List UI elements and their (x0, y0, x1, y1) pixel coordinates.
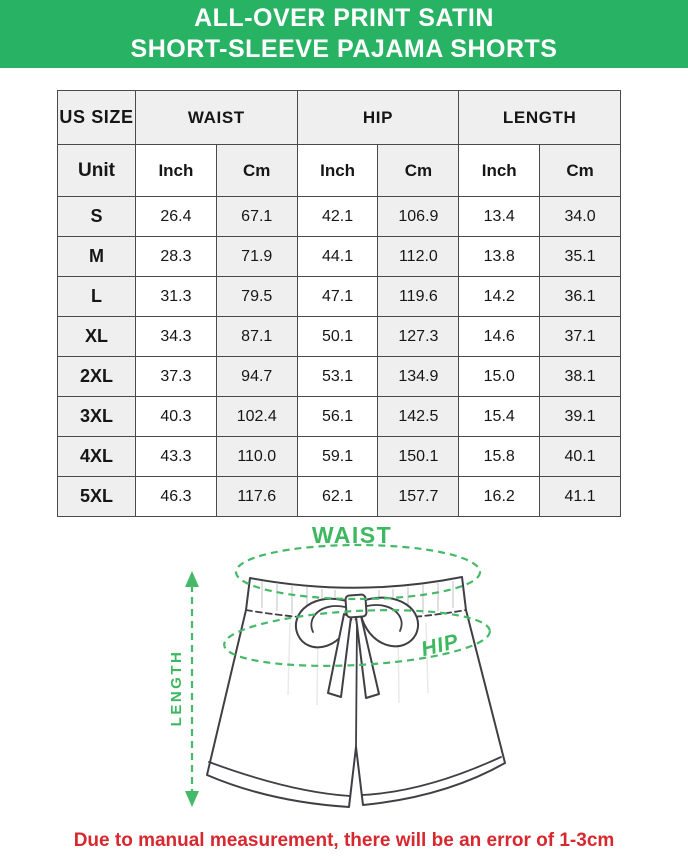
value-cell: 41.1 (539, 476, 621, 517)
value-cell: 87.1 (215, 316, 298, 357)
value-cell: 26.4 (135, 196, 217, 237)
value-cell: 127.3 (377, 316, 460, 357)
unit-cell-length-cm: Cm (539, 144, 621, 197)
size-cell: 2XL (57, 356, 136, 397)
table-row: L 31.3 79.5 47.1 119.6 14.2 36.1 (57, 276, 621, 317)
table-row: 4XL 43.3 110.0 59.1 150.1 15.8 40.1 (57, 436, 621, 477)
col-header-hip: HIP (296, 90, 460, 145)
value-cell: 14.2 (458, 276, 541, 317)
value-cell: 67.1 (215, 196, 298, 237)
col-header-length: LENGTH (458, 90, 621, 145)
value-cell: 43.3 (135, 436, 217, 477)
value-cell: 110.0 (215, 436, 298, 477)
waist-label: WAIST (312, 522, 392, 548)
value-cell: 53.1 (296, 356, 379, 397)
value-cell: 34.3 (135, 316, 217, 357)
shorts-illustration (206, 576, 506, 808)
unit-header-row: Unit Inch Cm Inch Cm Inch Cm (57, 144, 621, 197)
table-row: 5XL 46.3 117.6 62.1 157.7 16.2 41.1 (57, 476, 621, 517)
value-cell: 35.1 (539, 236, 621, 277)
size-cell: 4XL (57, 436, 136, 477)
value-cell: 94.7 (215, 356, 298, 397)
value-cell: 79.5 (215, 276, 298, 317)
size-cell: L (57, 276, 136, 317)
size-chart-table: US SIZE WAIST HIP LENGTH Unit Inch Cm In… (57, 90, 621, 517)
page-title-line-2: SHORT-SLEEVE PAJAMA SHORTS (130, 35, 558, 63)
size-cell: S (57, 196, 136, 237)
value-cell: 15.8 (458, 436, 541, 477)
length-arrow (185, 571, 199, 807)
length-label: LENGTH (168, 650, 185, 727)
value-cell: 31.3 (135, 276, 217, 317)
value-cell: 56.1 (296, 396, 379, 437)
size-table-body: S 26.4 67.1 42.1 106.9 13.4 34.0 M 28.3 71.9 44.1 1… (57, 196, 621, 517)
unit-label-cell: Unit (57, 144, 136, 197)
value-cell: 13.4 (458, 196, 541, 237)
value-cell: 15.4 (458, 396, 541, 437)
value-cell: 44.1 (296, 236, 379, 277)
col-header-waist: WAIST (135, 90, 298, 145)
value-cell: 112.0 (377, 236, 460, 277)
value-cell: 37.1 (539, 316, 621, 357)
value-cell: 13.8 (458, 236, 541, 277)
title-banner: ALL-OVER PRINT SATIN SHORT-SLEEVE PAJAMA… (0, 0, 688, 68)
group-header-row: US SIZE WAIST HIP LENGTH (57, 90, 621, 145)
value-cell: 34.0 (539, 196, 621, 237)
table-row: 2XL 37.3 94.7 53.1 134.9 15.0 38.1 (57, 356, 621, 397)
value-cell: 59.1 (296, 436, 379, 477)
value-cell: 157.7 (377, 476, 460, 517)
value-cell: 71.9 (215, 236, 298, 277)
value-cell: 38.1 (539, 356, 621, 397)
unit-cell-length-inch: Inch (458, 144, 541, 197)
center-seam (355, 620, 358, 748)
drawstring-bow (295, 593, 419, 699)
value-cell: 36.1 (539, 276, 621, 317)
measurement-error-note: Due to manual measurement, there will be… (73, 830, 615, 851)
col-header-us-size: US SIZE (57, 90, 136, 145)
size-cell: M (57, 236, 136, 277)
value-cell: 134.9 (377, 356, 460, 397)
value-cell: 42.1 (296, 196, 379, 237)
value-cell: 40.1 (539, 436, 621, 477)
table-row: XL 34.3 87.1 50.1 127.3 14.6 37.1 (57, 316, 621, 357)
value-cell: 50.1 (296, 316, 379, 357)
value-cell: 117.6 (215, 476, 298, 517)
table-row: M 28.3 71.9 44.1 112.0 13.8 35.1 (57, 236, 621, 277)
hem-line-left (208, 761, 351, 797)
page-title-line-1: ALL-OVER PRINT SATIN (194, 4, 494, 32)
value-cell: 102.4 (215, 396, 298, 437)
value-cell: 106.9 (377, 196, 460, 237)
value-cell: 47.1 (296, 276, 379, 317)
unit-cell-hip-inch: Inch (296, 144, 379, 197)
value-cell: 142.5 (377, 396, 460, 437)
value-cell: 40.3 (135, 396, 217, 437)
value-cell: 15.0 (458, 356, 541, 397)
unit-cell-hip-cm: Cm (377, 144, 460, 197)
table-row: S 26.4 67.1 42.1 106.9 13.4 34.0 (57, 196, 621, 237)
value-cell: 28.3 (135, 236, 217, 277)
measurement-diagram: WAIST (168, 522, 506, 808)
table-row: 3XL 40.3 102.4 56.1 142.5 15.4 39.1 (57, 396, 621, 437)
value-cell: 14.6 (458, 316, 541, 357)
value-cell: 119.6 (377, 276, 460, 317)
waist-measure-ellipse (234, 543, 482, 601)
hem-line-right (361, 756, 502, 796)
value-cell: 16.2 (458, 476, 541, 517)
size-cell: XL (57, 316, 136, 357)
size-cell: 3XL (57, 396, 136, 437)
value-cell: 39.1 (539, 396, 621, 437)
value-cell: 150.1 (377, 436, 460, 477)
unit-cell-waist-cm: Cm (215, 144, 298, 197)
value-cell: 37.3 (135, 356, 217, 397)
unit-cell-waist-inch: Inch (135, 144, 217, 197)
size-cell: 5XL (57, 476, 136, 517)
